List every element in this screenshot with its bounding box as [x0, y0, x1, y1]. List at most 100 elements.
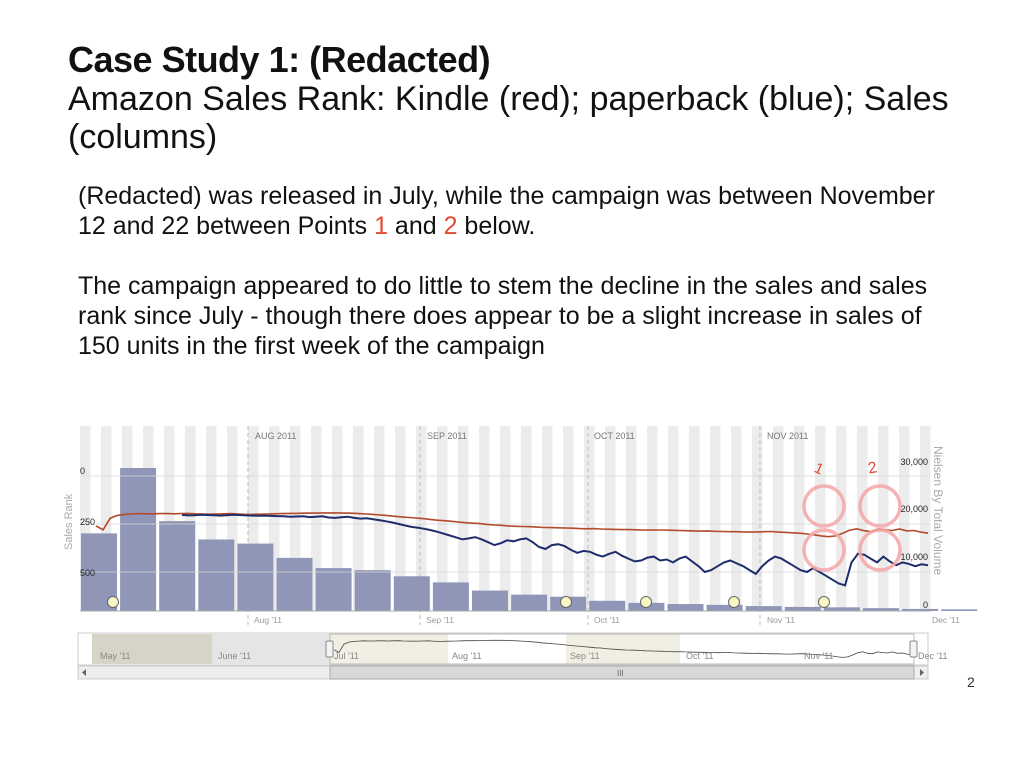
right-axis-tick: 20,000 [900, 504, 928, 514]
event-marker[interactable] [640, 596, 652, 608]
navigator-selection[interactable] [329, 633, 915, 665]
background-stripe [521, 426, 532, 611]
navigator-month-label: May '11 [100, 651, 131, 661]
event-marker[interactable] [728, 596, 740, 608]
background-stripe [731, 426, 742, 611]
scrollbar-grip: III [617, 669, 624, 678]
background-stripe [899, 426, 910, 611]
event-marker[interactable] [560, 596, 572, 608]
sales-column [472, 590, 508, 611]
sales-column [432, 582, 469, 611]
para1-part-b: and [387, 212, 444, 240]
bottom-month-label: Aug '11 [254, 615, 282, 625]
slide-subtitle: Amazon Sales Rank: Kindle (red); paperba… [68, 80, 949, 156]
sales-column [823, 607, 860, 611]
sales-column [706, 604, 743, 611]
scroll-right-arrow-icon[interactable] [920, 669, 924, 676]
background-stripe [374, 426, 385, 611]
point-1-label: 1 [374, 212, 388, 240]
background-stripe [101, 426, 112, 611]
annotation-2: 2 [867, 459, 879, 477]
right-axis-tick: 0 [923, 600, 928, 610]
bottom-month-label: Nov '11 [767, 615, 795, 625]
background-stripe [563, 426, 574, 611]
point-2-label: 2 [443, 212, 458, 240]
campaign-circle [802, 528, 846, 572]
navigator-month-label: Aug '11 [452, 651, 482, 661]
background-stripe [164, 426, 175, 611]
background-stripe [227, 426, 238, 611]
background-stripe [752, 426, 763, 611]
sales-column [902, 608, 939, 611]
left-axis-tick: 0 [80, 466, 85, 476]
background-stripe [878, 426, 889, 611]
paperback-series-line [181, 513, 929, 587]
campaign-circle [858, 528, 902, 572]
left-axis-tick: 250 [80, 517, 95, 527]
navigator-month-label: Oct '11 [686, 651, 714, 661]
right-axis-tick: 10,000 [900, 552, 928, 562]
navigator-month-label: Dec '11 [918, 651, 948, 661]
navigator-band [566, 634, 680, 664]
background-stripe [437, 426, 448, 611]
scroll-left-arrow-icon[interactable] [82, 669, 86, 676]
background-stripe [920, 426, 931, 611]
page-number: 2 [967, 674, 975, 690]
sales-column [784, 606, 821, 611]
navigator-band [330, 634, 448, 664]
sales-column [276, 557, 313, 611]
background-stripe [395, 426, 406, 611]
navigator-handle[interactable] [909, 640, 918, 658]
bottom-month-label: Dec '11 [932, 615, 960, 625]
navigator-handle[interactable] [325, 640, 334, 658]
bottom-month-label: Oct '11 [594, 615, 620, 625]
navigator-band [212, 634, 330, 664]
background-stripe [185, 426, 196, 611]
title-block: Case Study 1: (Redacted) Amazon Sales Ra… [68, 39, 968, 157]
background-stripe [794, 426, 805, 611]
background-stripe [80, 426, 91, 611]
sales-column [120, 468, 157, 611]
kindle-series-line [95, 512, 929, 538]
scrollbar-thumb[interactable] [329, 665, 915, 680]
event-marker[interactable] [107, 596, 119, 608]
background-stripe [773, 426, 784, 611]
navigator-month-label: Nov '11 [804, 651, 834, 661]
sales-column [511, 594, 548, 611]
navigator-month-label: June '11 [218, 651, 251, 661]
background-stripe [710, 426, 721, 611]
left-axis-tick: 500 [80, 568, 95, 578]
bottom-month-label: Sep '11 [426, 615, 454, 625]
background-stripe [542, 426, 553, 611]
top-month-label: SEP 2011 [427, 431, 467, 441]
background-stripe [605, 426, 616, 611]
sales-column [354, 570, 391, 611]
background-stripe [290, 426, 301, 611]
sales-column [589, 600, 626, 611]
sales-column [315, 568, 352, 611]
navigator-month-label: Jul '11 [334, 651, 359, 661]
background-stripe [479, 426, 490, 611]
paragraph-2: The campaign appeared to do little to st… [78, 272, 928, 360]
sales-column [198, 539, 235, 611]
sales-column [863, 608, 899, 611]
background-stripe [626, 426, 637, 611]
background-stripe [311, 426, 322, 611]
sales-column [941, 609, 978, 611]
slide-title: Case Study 1: (Redacted) [68, 39, 491, 80]
event-marker[interactable] [818, 596, 830, 608]
navigator-mini-line [333, 639, 913, 658]
left-axis-label: Sales Rank [63, 493, 75, 550]
campaign-circle [858, 484, 902, 528]
sales-column [745, 606, 782, 611]
background-stripe [500, 426, 511, 611]
sales-column [159, 521, 196, 611]
background-stripe [269, 426, 280, 611]
background-stripe [206, 426, 217, 611]
campaign-circle [802, 484, 846, 528]
right-axis-label: Nielsen By Total Volume [931, 446, 945, 576]
navigator-band [92, 634, 212, 664]
top-month-label: NOV 2011 [767, 431, 808, 441]
background-stripe [647, 426, 658, 611]
